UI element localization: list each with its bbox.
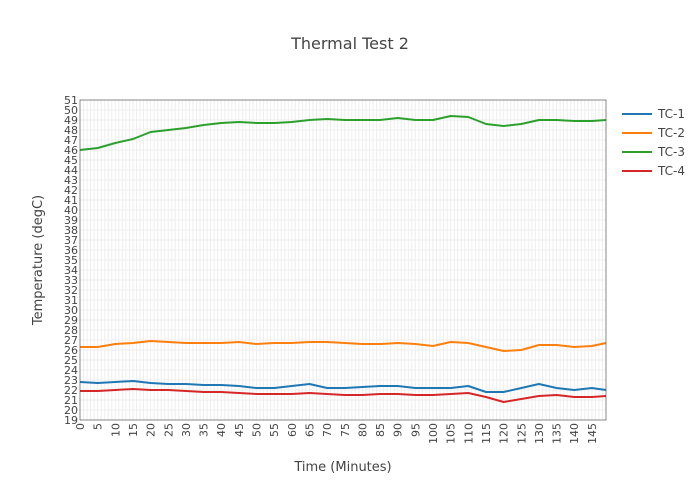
legend-item-tc-4[interactable]: TC-4	[622, 164, 685, 178]
grid	[79, 99, 607, 421]
x-tick-label: 50	[251, 423, 264, 437]
x-tick-label: 115	[480, 423, 493, 444]
x-tick-label: 95	[409, 423, 422, 437]
x-tick-label: 65	[303, 423, 316, 437]
y-tick-label: 43	[64, 174, 78, 187]
y-tick-label: 48	[64, 124, 78, 137]
y-tick-label: 32	[64, 284, 78, 297]
x-axis-title: Time (Minutes)	[293, 460, 391, 475]
y-axis-ticks: 1920212223242526272829303132333435363738…	[64, 94, 78, 427]
x-tick-label: 85	[374, 423, 387, 437]
x-tick-label: 5	[92, 423, 105, 430]
y-tick-label: 51	[64, 94, 78, 107]
series-line-tc-3[interactable]	[79, 115, 607, 151]
x-tick-label: 20	[145, 423, 158, 437]
legend-item-tc-2[interactable]: TC-2	[622, 126, 685, 140]
x-tick-label: 120	[498, 423, 511, 444]
y-tick-label: 21	[64, 394, 78, 407]
y-tick-label: 19	[64, 414, 78, 427]
y-tick-label: 45	[64, 154, 78, 167]
y-tick-label: 42	[64, 184, 78, 197]
y-axis-title: Temperature (degC)	[31, 195, 46, 326]
y-tick-label: 46	[64, 144, 78, 157]
x-tick-label: 90	[392, 423, 405, 437]
y-tick-label: 30	[64, 304, 78, 317]
series-layer	[79, 115, 607, 403]
y-tick-label: 20	[64, 404, 78, 417]
legend[interactable]: TC-1 TC-2 TC-3 TC-4	[622, 107, 685, 178]
x-tick-label: 140	[568, 423, 581, 444]
y-tick-label: 25	[64, 354, 78, 367]
x-tick-label: 40	[215, 423, 228, 437]
y-tick-label: 50	[64, 104, 78, 117]
y-tick-label: 31	[64, 294, 78, 307]
x-tick-label: 125	[515, 423, 528, 444]
x-tick-label: 75	[339, 423, 352, 437]
y-tick-label: 23	[64, 374, 78, 387]
y-tick-label: 40	[64, 204, 78, 217]
series-line-tc-2[interactable]	[80, 340, 607, 352]
y-tick-label: 29	[64, 314, 78, 327]
y-tick-label: 38	[64, 224, 78, 237]
y-tick-label: 26	[64, 344, 78, 357]
x-tick-label: 70	[321, 423, 334, 437]
x-axis-ticks: 0 5 10 15 20 25 30 35 40 45 50 55 60 65 70 75 80 85 90 95 10…	[74, 423, 599, 444]
x-tick-label: 15	[127, 423, 140, 437]
y-tick-label: 36	[64, 244, 78, 257]
y-tick-label: 49	[64, 114, 78, 127]
y-tick-label: 34	[64, 264, 78, 277]
x-tick-label: 10	[109, 423, 122, 437]
y-tick-label: 39	[64, 214, 78, 227]
x-tick-label: 55	[268, 423, 281, 437]
y-tick-label: 41	[64, 194, 78, 207]
x-tick-label: 35	[198, 423, 211, 437]
chart-title: Thermal Test 2	[290, 34, 409, 53]
y-tick-label: 47	[64, 134, 78, 147]
plot-frame	[79, 99, 607, 421]
series-line-tc-1[interactable]	[79, 380, 607, 393]
x-tick-label: 0	[74, 423, 87, 430]
x-tick-label: 60	[286, 423, 299, 437]
y-tick-label: 24	[64, 364, 78, 377]
legend-label: TC-1	[657, 107, 685, 121]
x-tick-label: 80	[356, 423, 369, 437]
y-tick-label: 44	[64, 164, 78, 177]
series-line-tc-4[interactable]	[80, 388, 607, 403]
x-tick-label: 130	[533, 423, 546, 444]
x-tick-label: 100	[427, 423, 440, 444]
y-tick-label: 28	[64, 324, 78, 337]
y-tick-label: 27	[64, 334, 78, 347]
legend-label: TC-4	[657, 164, 685, 178]
x-tick-label: 145	[586, 423, 599, 444]
legend-item-tc-3[interactable]: TC-3	[622, 145, 685, 159]
x-tick-label: 45	[233, 423, 246, 437]
legend-item-tc-1[interactable]: TC-1	[622, 107, 685, 121]
y-tick-label: 35	[64, 254, 78, 267]
x-tick-label: 30	[180, 423, 193, 437]
x-tick-label: 135	[551, 423, 564, 444]
y-tick-label: 37	[64, 234, 78, 247]
x-tick-label: 25	[162, 423, 175, 437]
y-tick-label: 22	[64, 384, 78, 397]
y-tick-label: 33	[64, 274, 78, 287]
legend-label: TC-2	[657, 126, 685, 140]
x-tick-label: 105	[445, 423, 458, 444]
legend-label: TC-3	[657, 145, 685, 159]
x-tick-label: 110	[462, 423, 475, 444]
